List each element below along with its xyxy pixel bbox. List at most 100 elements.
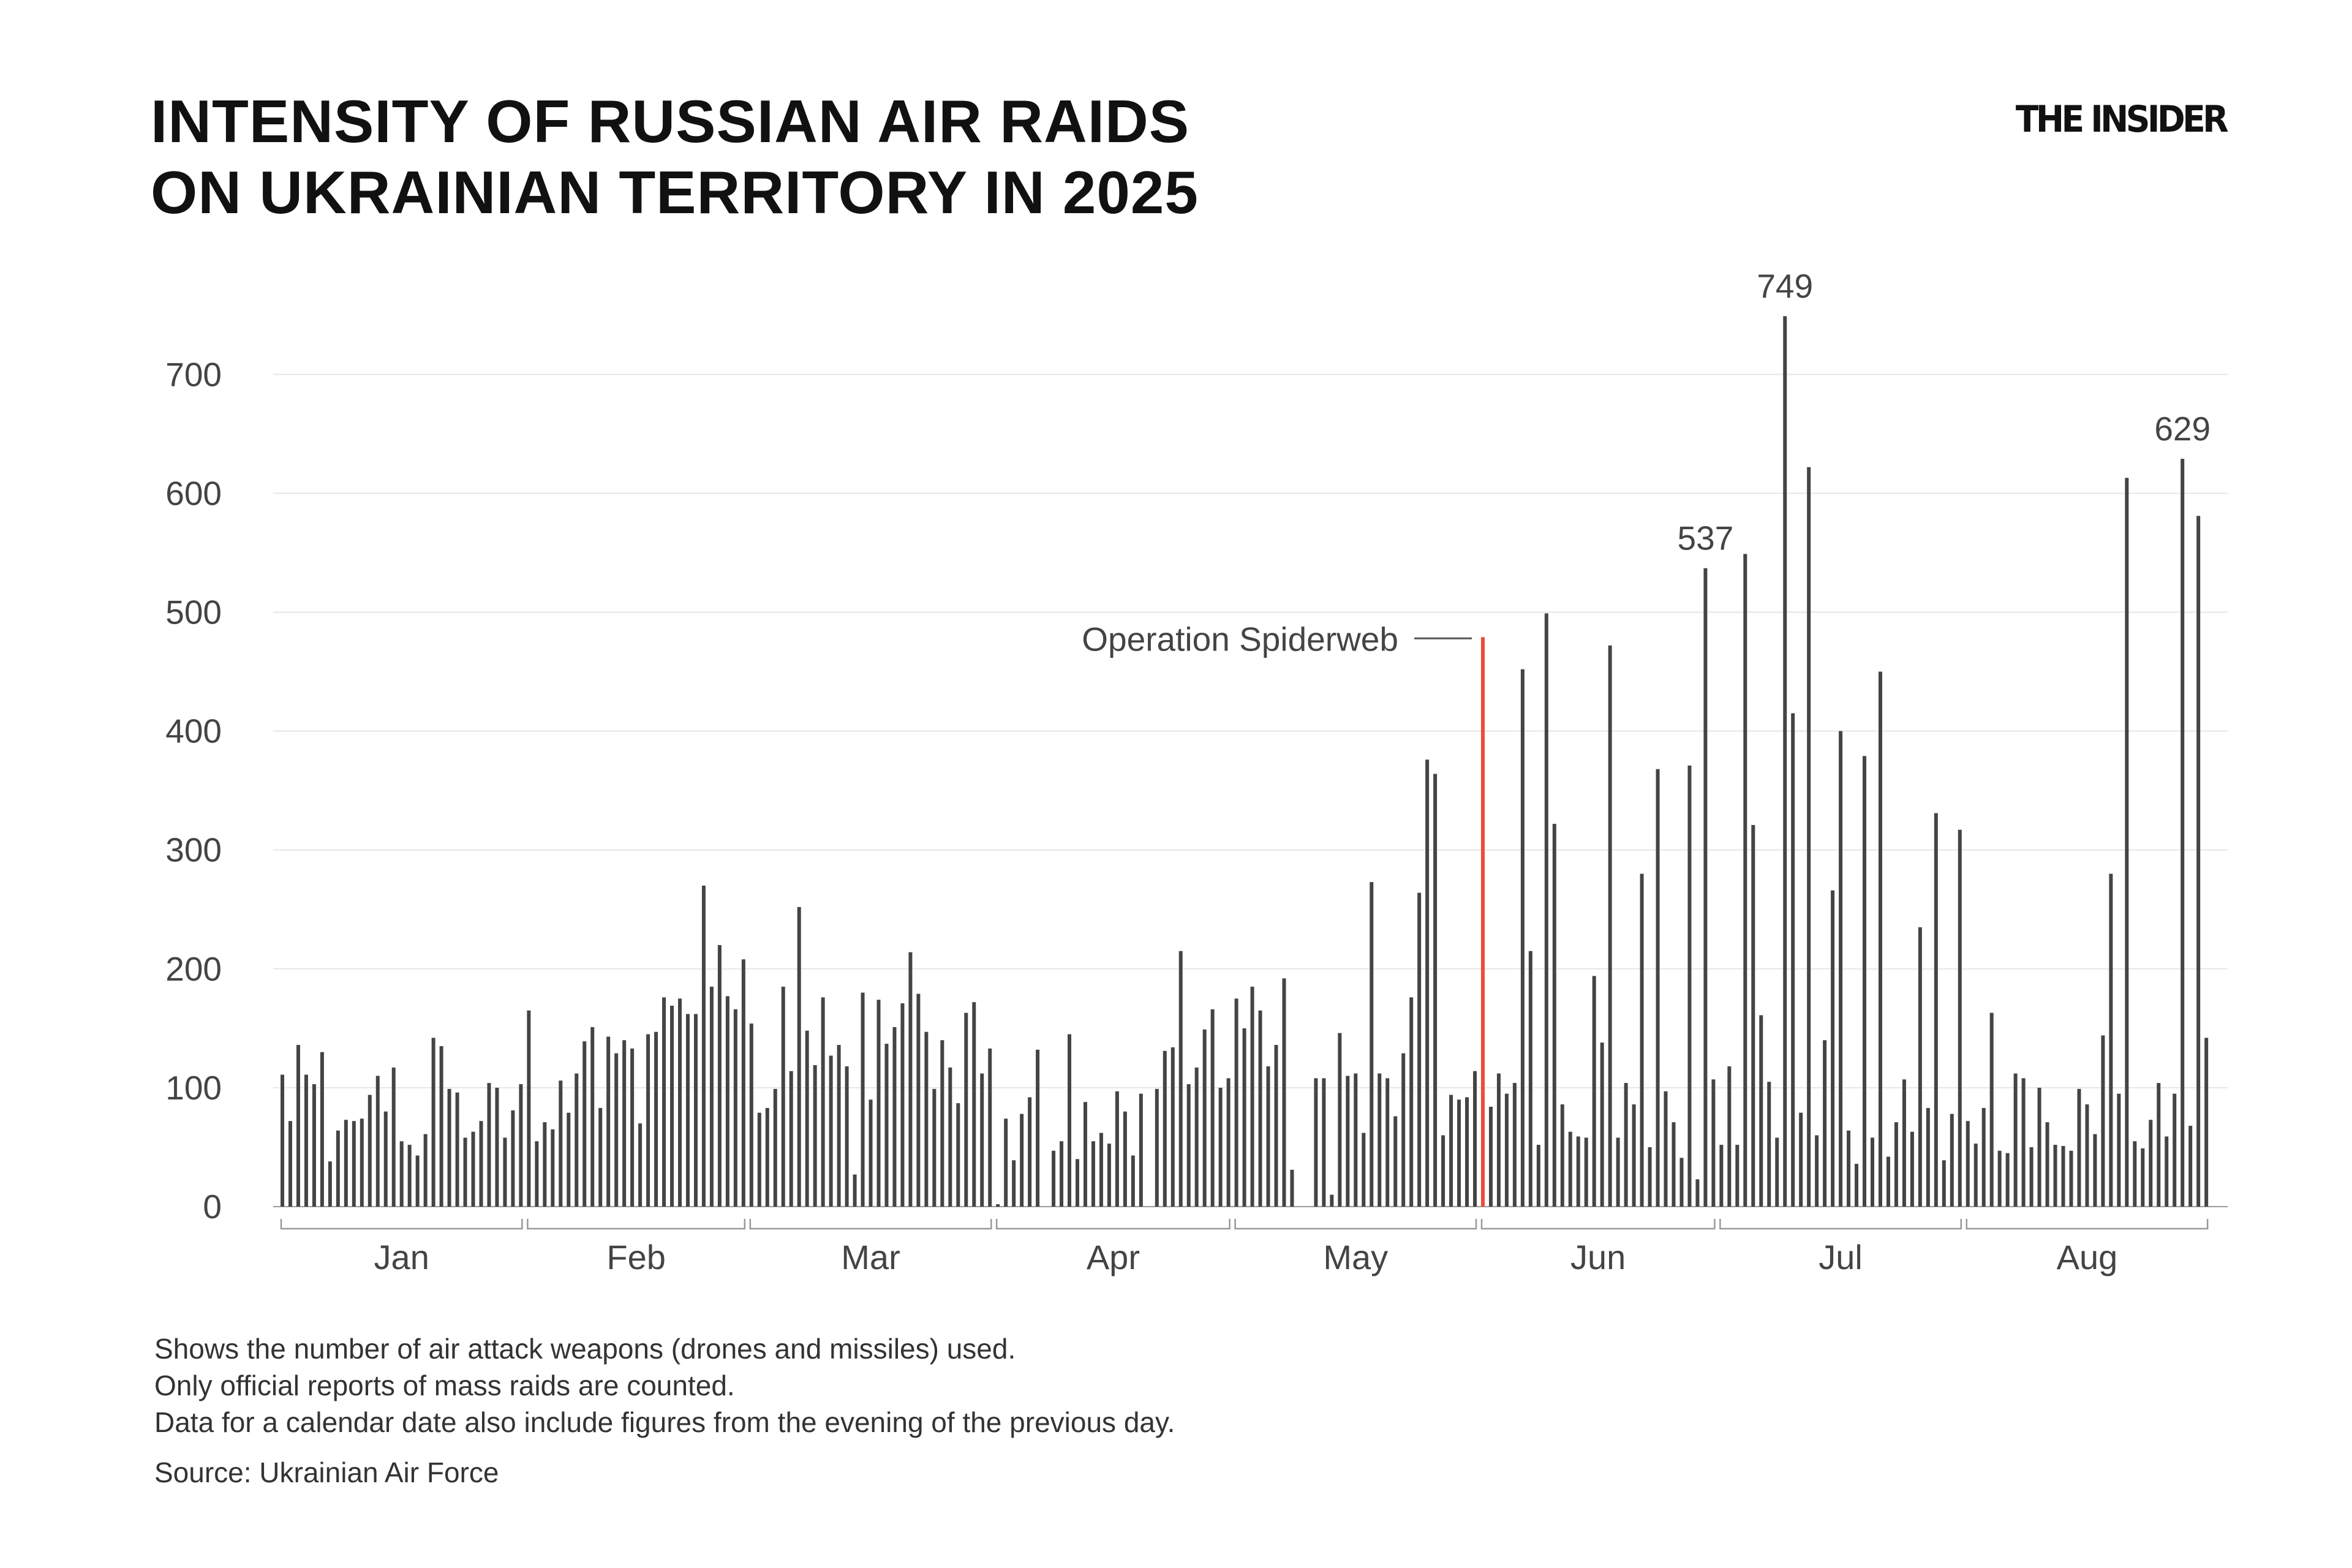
bar [1560, 1104, 1564, 1207]
bar [471, 1131, 475, 1207]
bar [2180, 459, 2185, 1207]
bar [375, 1076, 380, 1207]
month-bracket [1719, 1219, 1962, 1230]
bar [2085, 1104, 2089, 1207]
bar [1791, 713, 1795, 1207]
bar [1624, 1083, 1628, 1207]
bar [1123, 1111, 1127, 1207]
y-axis-ticks: 0 100 200 300 400 500 600 700 [165, 355, 222, 1226]
bar [1139, 1093, 1143, 1207]
bar [1815, 1135, 1819, 1207]
x-tick-label: Feb [606, 1238, 666, 1276]
bar [2149, 1120, 2153, 1207]
bar [1338, 1033, 1342, 1207]
bar [1679, 1158, 1684, 1207]
bar [717, 944, 722, 1207]
value-label: 537 [1678, 519, 1734, 557]
bar [733, 1009, 737, 1207]
bar [407, 1145, 412, 1207]
bar [1170, 1047, 1175, 1207]
bar [1847, 1130, 1851, 1207]
bar [916, 993, 921, 1207]
bar [662, 997, 666, 1207]
bar [423, 1134, 428, 1207]
bar [1473, 1071, 1477, 1207]
bar [861, 992, 865, 1207]
x-tick-label: Jul [1819, 1238, 1863, 1276]
title-line-1: INTENSITY OF RUSSIAN AIR RAIDS [151, 88, 1190, 155]
x-tick-label: Apr [1087, 1238, 1140, 1276]
bar [1727, 1066, 1732, 1207]
bar [757, 1112, 761, 1207]
bar [1083, 1102, 1087, 1207]
bar [1385, 1078, 1390, 1207]
bar [1839, 731, 1843, 1207]
bar [1163, 1050, 1167, 1207]
bar [853, 1174, 857, 1207]
bar [1608, 645, 1612, 1207]
bar [1052, 1150, 1056, 1207]
bar [1632, 1104, 1636, 1207]
bar [495, 1087, 499, 1207]
bar [1997, 1150, 2002, 1207]
bar [2021, 1078, 2026, 1207]
bar [1799, 1112, 1803, 1207]
bar [1091, 1141, 1095, 1207]
bar [1433, 774, 1438, 1207]
month-bracket [995, 1219, 1231, 1230]
chart-title: INTENSITY OF RUSSIAN AIR RAIDS ON UKRAIN… [151, 86, 1199, 228]
x-tick-label: May [1323, 1238, 1388, 1276]
bar [1664, 1091, 1668, 1207]
bar [328, 1161, 332, 1207]
value-labels: 537 749 629 Operation Spiderweb [1082, 267, 2211, 658]
the-insider-logo: THE INSIDER [2015, 98, 2229, 141]
month-bracket [1234, 1219, 1477, 1230]
x-tick-label: Mar [841, 1238, 900, 1276]
bar [2093, 1134, 2097, 1207]
bar [1194, 1067, 1199, 1207]
bar [527, 1010, 531, 1207]
bar [1115, 1091, 1119, 1207]
bar [551, 1129, 555, 1207]
bar [678, 998, 682, 1207]
bar [837, 1045, 841, 1207]
bar [415, 1155, 420, 1207]
bar [296, 1045, 300, 1207]
bar [821, 997, 825, 1207]
bar [693, 1014, 698, 1207]
bar [829, 1055, 833, 1207]
bar [805, 1030, 809, 1207]
bar [1894, 1122, 1898, 1207]
bar [2029, 1147, 2034, 1207]
bar [701, 885, 706, 1207]
bar [1687, 765, 1692, 1207]
bar [749, 1023, 753, 1207]
bar [1028, 1097, 1032, 1207]
bar [1934, 813, 1938, 1207]
bar [1576, 1136, 1580, 1207]
bar [2069, 1150, 2073, 1207]
bar [2157, 1083, 2161, 1207]
bar [1354, 1073, 1358, 1207]
bar [2204, 1038, 2209, 1207]
bar [1178, 951, 1183, 1207]
bar [2133, 1141, 2137, 1207]
bar [1020, 1114, 1024, 1207]
bar [1981, 1107, 1986, 1207]
bar [2053, 1145, 2057, 1207]
bar [956, 1103, 960, 1207]
bar [1441, 1135, 1446, 1207]
bar [463, 1137, 467, 1207]
footnotes: Shows the number of air attack weapons (… [154, 1330, 1175, 1491]
bar [1592, 976, 1596, 1207]
bar [2005, 1153, 2010, 1207]
bar [622, 1040, 627, 1207]
annotation-operation-spiderweb: Operation Spiderweb [1082, 620, 1398, 658]
note-3: Data for a calendar date also include fi… [154, 1406, 1175, 1438]
bar [654, 1031, 658, 1207]
bar [1266, 1066, 1270, 1207]
bar [638, 1123, 643, 1207]
bar [908, 952, 913, 1207]
x-tick-label: Jun [1570, 1238, 1626, 1276]
